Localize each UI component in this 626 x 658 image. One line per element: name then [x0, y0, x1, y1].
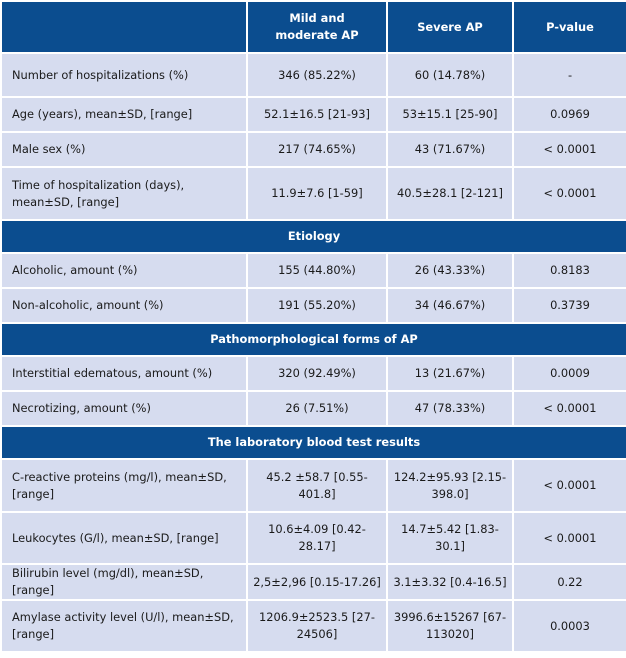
- cell-p-value: 0.3739: [512, 287, 626, 324]
- row-label: Leukocytes (G/l), mean±SD, [range]: [0, 511, 248, 565]
- table-row: Alcoholic, amount (%) 155 (44.80%) 26 (43.…: [0, 252, 626, 289]
- cell-mild-moderate: 346 (85.22%): [246, 52, 388, 98]
- cell-severe: 14.7±5.42 [1.83-30.1]: [386, 511, 514, 565]
- cell-mild-moderate: 155 (44.80%): [246, 252, 388, 289]
- cell-p-value: -: [512, 52, 626, 98]
- row-label: Age (years), mean±SD, [range]: [0, 96, 248, 133]
- header-p-value: P-value: [512, 0, 626, 54]
- cell-p-value: < 0.0001: [512, 390, 626, 427]
- header-empty: [0, 0, 248, 54]
- table-row: Time of hospitalization (days), mean±SD,…: [0, 166, 626, 221]
- header-row: Mild and moderate AP Severe AP P-value: [0, 0, 626, 54]
- section-title: The laboratory blood test results: [0, 425, 626, 460]
- section-title: Pathomorphological forms of AP: [0, 322, 626, 357]
- row-label: C-reactive proteins (mg/l), mean±SD, [ra…: [0, 458, 248, 513]
- cell-mild-moderate: 11.9±7.6 [1-59]: [246, 166, 388, 221]
- cell-mild-moderate: 320 (92.49%): [246, 355, 388, 392]
- cell-mild-moderate: 2,5±2,96 [0.15-17.26]: [246, 563, 388, 601]
- cell-mild-moderate: 52.1±16.5 [21-93]: [246, 96, 388, 133]
- section-title: Etiology: [0, 219, 626, 254]
- row-label: Male sex (%): [0, 131, 248, 168]
- header-mild-moderate: Mild and moderate AP: [246, 0, 388, 54]
- table-row: Male sex (%) 217 (74.65%) 43 (71.67%) < 0.0…: [0, 131, 626, 168]
- table-row: Necrotizing, amount (%) 26 (7.51%) 47 (78.…: [0, 390, 626, 427]
- cell-mild-moderate: 10.6±4.09 [0.42-28.17]: [246, 511, 388, 565]
- cell-mild-moderate: 45.2 ±58.7 [0.55-401.8]: [246, 458, 388, 513]
- cell-p-value: 0.0969: [512, 96, 626, 133]
- table-row: Bilirubin level (mg/dl), mean±SD, [range…: [0, 563, 626, 601]
- cell-mild-moderate: 1206.9±2523.5 [27-24506]: [246, 599, 388, 653]
- cell-severe: 3996.6±15267 [67-113020]: [386, 599, 514, 653]
- cell-severe: 40.5±28.1 [2-121]: [386, 166, 514, 221]
- table-row: Non-alcoholic, amount (%) 191 (55.20%) 34 …: [0, 287, 626, 324]
- row-label: Amylase activity level (U/l), mean±SD, […: [0, 599, 248, 653]
- row-label: Bilirubin level (mg/dl), mean±SD, [range…: [0, 563, 248, 601]
- cell-severe: 13 (21.67%): [386, 355, 514, 392]
- cell-p-value: 0.0003: [512, 599, 626, 653]
- table-row: Leukocytes (G/l), mean±SD, [range] 10.6±4…: [0, 511, 626, 565]
- cell-mild-moderate: 191 (55.20%): [246, 287, 388, 324]
- cell-mild-moderate: 217 (74.65%): [246, 131, 388, 168]
- table-row: C-reactive proteins (mg/l), mean±SD, [ra…: [0, 458, 626, 513]
- cell-p-value: 0.22: [512, 563, 626, 601]
- cell-severe: 47 (78.33%): [386, 390, 514, 427]
- cell-p-value: < 0.0001: [512, 458, 626, 513]
- row-label: Alcoholic, amount (%): [0, 252, 248, 289]
- table-row: Number of hospitalizations (%) 346 (85.22…: [0, 52, 626, 98]
- section-row: Etiology: [0, 219, 626, 254]
- cell-p-value: < 0.0001: [512, 511, 626, 565]
- cell-severe: 34 (46.67%): [386, 287, 514, 324]
- cell-p-value: < 0.0001: [512, 131, 626, 168]
- row-label: Time of hospitalization (days), mean±SD,…: [0, 166, 248, 221]
- cell-severe: 60 (14.78%): [386, 52, 514, 98]
- table-row: Interstitial edematous, amount (%) 320 (9…: [0, 355, 626, 392]
- table-row: Age (years), mean±SD, [range] 52.1±16.5 […: [0, 96, 626, 133]
- row-label: Interstitial edematous, amount (%): [0, 355, 248, 392]
- cell-severe: 26 (43.33%): [386, 252, 514, 289]
- cell-mild-moderate: 26 (7.51%): [246, 390, 388, 427]
- cell-severe: 43 (71.67%): [386, 131, 514, 168]
- section-row: The laboratory blood test results: [0, 425, 626, 460]
- row-label: Necrotizing, amount (%): [0, 390, 248, 427]
- cell-severe: 124.2±95.93 [2.15-398.0]: [386, 458, 514, 513]
- section-row: Pathomorphological forms of AP: [0, 322, 626, 357]
- cell-p-value: 0.0009: [512, 355, 626, 392]
- table-row: Amylase activity level (U/l), mean±SD, […: [0, 599, 626, 653]
- row-label: Number of hospitalizations (%): [0, 52, 248, 98]
- cell-p-value: < 0.0001: [512, 166, 626, 221]
- row-label: Non-alcoholic, amount (%): [0, 287, 248, 324]
- cell-severe: 3.1±3.32 [0.4-16.5]: [386, 563, 514, 601]
- cell-p-value: 0.8183: [512, 252, 626, 289]
- cell-severe: 53±15.1 [25-90]: [386, 96, 514, 133]
- header-severe: Severe AP: [386, 0, 514, 54]
